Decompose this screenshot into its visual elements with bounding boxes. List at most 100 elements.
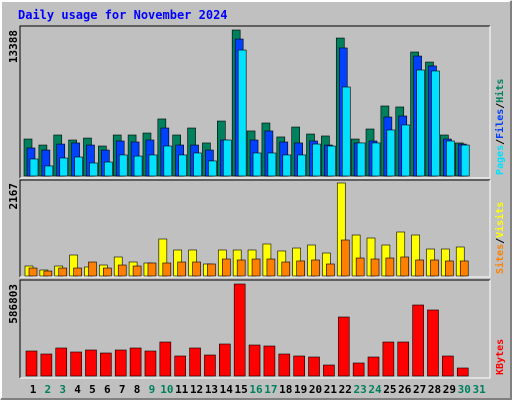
bar — [431, 70, 440, 177]
legend-label: Sites — [494, 244, 506, 274]
x-tick-label: 8 — [134, 383, 141, 396]
bar — [59, 157, 69, 177]
legend-separator: / — [495, 139, 506, 145]
legend-label: Visits — [494, 202, 506, 238]
x-tick-label: 12 — [190, 383, 203, 396]
chart-title: Daily usage for November 2024 — [18, 8, 228, 22]
bar — [133, 155, 143, 177]
bar — [371, 142, 381, 177]
bar — [233, 283, 246, 377]
bar — [129, 347, 142, 377]
bar — [341, 86, 351, 177]
bar — [43, 270, 53, 277]
bar — [282, 154, 292, 177]
bar — [104, 161, 113, 177]
legend-label: Files — [494, 109, 506, 139]
bar — [442, 355, 454, 377]
bar — [70, 351, 82, 377]
bar — [55, 347, 68, 377]
bar — [222, 258, 231, 277]
legend-separator: / — [495, 238, 506, 244]
x-tick-label: 13 — [205, 383, 218, 396]
x-tick-label: 31 — [472, 383, 486, 396]
bar — [355, 257, 365, 277]
x-tick-label: 30 — [458, 383, 471, 396]
bar — [400, 256, 410, 277]
bar — [219, 343, 231, 377]
bar — [132, 265, 142, 277]
x-tick-label: 10 — [160, 383, 173, 396]
legend-separator: / — [495, 103, 506, 109]
x-tick-label: 21 — [324, 383, 338, 396]
x-tick-label: 25 — [383, 383, 396, 396]
bar — [237, 49, 247, 177]
x-tick-label: 11 — [175, 383, 189, 396]
bar — [385, 257, 395, 277]
bar — [460, 144, 470, 177]
x-tick-label: 29 — [443, 383, 456, 396]
bar — [148, 154, 158, 177]
x-tick-label: 20 — [309, 383, 322, 396]
bar — [74, 156, 83, 177]
bar — [430, 259, 439, 277]
legend: Sites/Visits — [494, 202, 506, 274]
x-tick-label: 24 — [368, 383, 382, 396]
bar — [100, 352, 112, 377]
panel-frame — [20, 280, 491, 379]
bar — [356, 142, 366, 177]
bar — [456, 367, 469, 377]
x-tick-label: 14 — [220, 383, 234, 396]
bar — [415, 259, 424, 277]
bar — [25, 350, 38, 377]
bar — [263, 345, 276, 377]
x-tick-label: 19 — [294, 383, 307, 396]
bar — [382, 341, 395, 377]
legend: Pages/Files/Hits — [494, 79, 506, 175]
panel-frame — [19, 279, 490, 378]
bar — [85, 349, 97, 377]
bar — [28, 267, 38, 277]
legend-label: Pages — [495, 145, 506, 175]
bar — [192, 261, 201, 277]
bar — [251, 258, 261, 277]
bar — [267, 152, 277, 177]
bar — [370, 258, 380, 277]
bar — [352, 362, 365, 377]
bar — [40, 353, 53, 377]
x-tick-label: 28 — [428, 383, 441, 396]
bar — [208, 160, 217, 177]
bar — [296, 260, 305, 277]
bar — [327, 145, 336, 177]
bar — [73, 267, 82, 277]
bar — [397, 341, 410, 377]
legend-label: KBytes — [495, 339, 506, 375]
bar — [236, 259, 246, 277]
legend-label: Hits — [494, 79, 506, 103]
bar — [278, 353, 291, 377]
bar — [103, 267, 112, 277]
bar — [44, 165, 54, 177]
bar — [340, 239, 350, 277]
bar — [323, 364, 335, 377]
x-tick-label: 18 — [279, 383, 292, 396]
x-tick-label: 7 — [119, 383, 126, 396]
bar — [386, 129, 396, 177]
x-tick-label: 22 — [339, 383, 352, 396]
y-tick-label: 2167 — [7, 183, 20, 210]
bar — [193, 152, 202, 177]
bar — [312, 143, 321, 177]
bar — [308, 356, 320, 377]
x-tick-label: 5 — [89, 383, 96, 396]
bar — [88, 261, 97, 277]
x-tick-label: 2 — [45, 383, 52, 396]
x-tick-label: 1 — [30, 383, 37, 396]
legend: KBytes — [495, 339, 506, 375]
bar — [207, 263, 216, 277]
bar — [147, 262, 157, 277]
bar — [204, 354, 216, 377]
x-tick-label: 17 — [264, 383, 277, 396]
bar — [144, 350, 157, 377]
bar — [427, 309, 439, 377]
